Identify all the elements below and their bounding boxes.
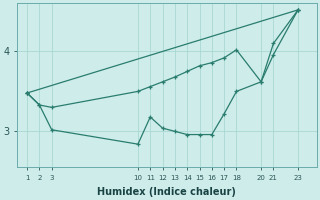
X-axis label: Humidex (Indice chaleur): Humidex (Indice chaleur): [98, 187, 236, 197]
